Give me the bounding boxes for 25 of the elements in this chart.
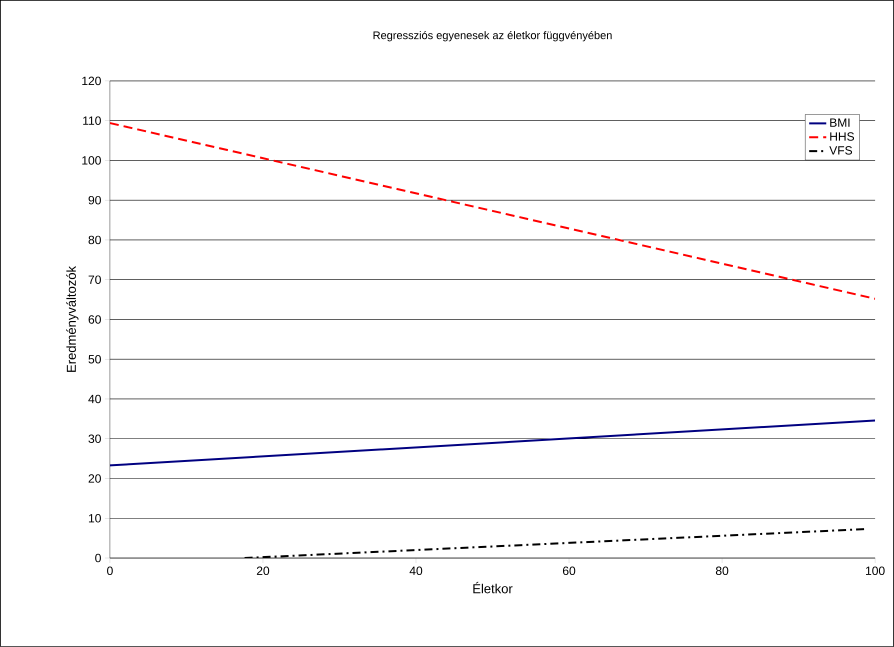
y-tick-label: 100 (82, 156, 101, 165)
y-tick-label: 120 (82, 76, 101, 86)
y-tick-label: 50 (88, 355, 101, 364)
x-axis-title: Életkor (473, 582, 513, 594)
legend-label: BMI (830, 118, 850, 127)
y-axis-title: Eredményváltozók (66, 266, 78, 372)
legend-label: HHS (830, 132, 854, 141)
y-tick-label: 80 (88, 236, 101, 244)
x-tick-label: 80 (716, 566, 728, 576)
x-tick-label: 100 (866, 566, 885, 576)
x-tick-label: 0 (107, 566, 113, 576)
y-tick-label: 40 (88, 394, 101, 404)
x-tick-label: 60 (562, 566, 576, 576)
y-tick-label: 60 (88, 315, 101, 324)
y-tick-label: 10 (88, 514, 101, 523)
y-tick-label: 20 (88, 474, 101, 483)
legend-label: VFS (829, 146, 852, 155)
y-tick-label: 30 (88, 434, 101, 444)
y-tick-label: 90 (88, 196, 101, 204)
y-tick-label: 0 (95, 554, 101, 562)
x-tick-label: 20 (256, 566, 270, 576)
y-tick-label: 70 (88, 275, 101, 284)
chart-title: Regressziós egyenesek az életkor függvényében (374, 31, 612, 42)
y-tick-label: 110 (83, 116, 101, 125)
x-tick-label: 40 (410, 566, 422, 576)
